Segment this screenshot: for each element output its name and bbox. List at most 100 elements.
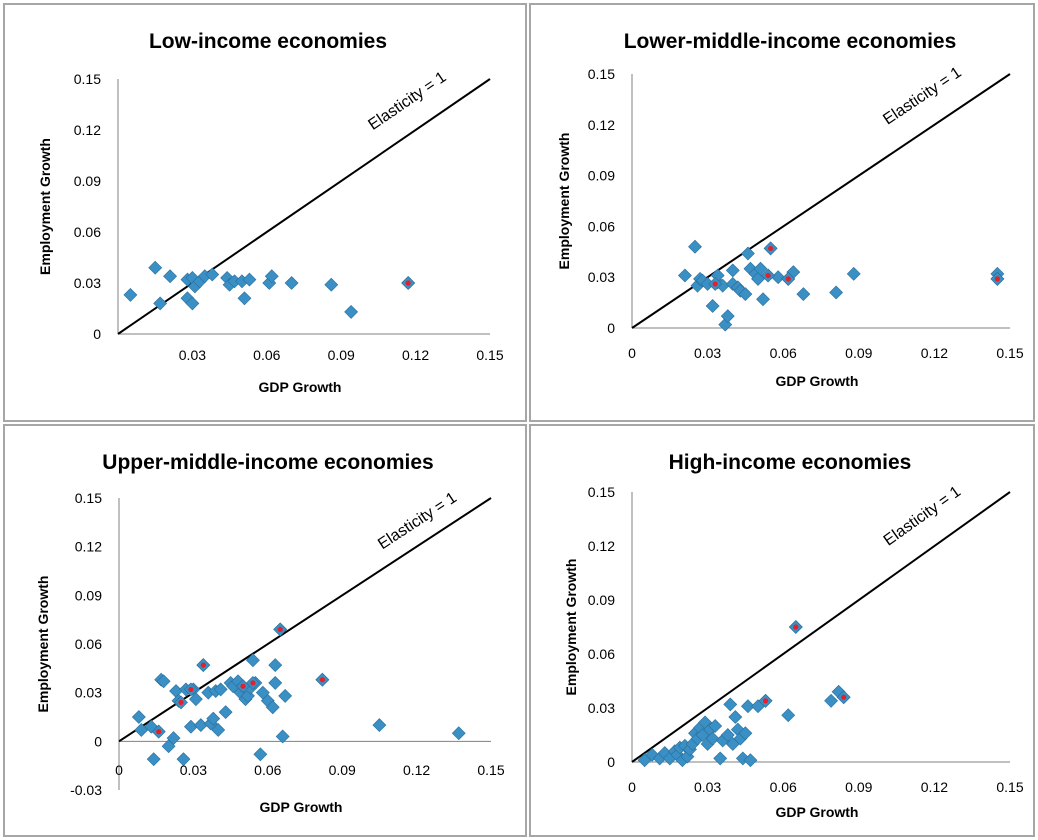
data-point	[193, 718, 208, 733]
data-point	[740, 246, 755, 261]
elasticity-line	[631, 73, 1011, 329]
highlight-marker	[405, 280, 411, 286]
data-point	[781, 708, 796, 723]
y-tick-label: -0.03	[70, 782, 102, 798]
x-tick-label: 0.15	[477, 762, 504, 778]
x-tick-label: 0.09	[328, 347, 355, 363]
data-point	[705, 299, 720, 313]
x-tick-label: 0.03	[694, 345, 721, 361]
data-point	[796, 287, 811, 302]
data-point	[753, 261, 768, 276]
x-tick-label: 0.15	[476, 347, 503, 363]
x-tick-label: 0.12	[402, 347, 429, 363]
data-point	[253, 747, 268, 762]
elasticity-line	[631, 491, 1011, 763]
y-tick-label: 0	[607, 320, 615, 336]
y-tick-label: 0.06	[75, 636, 102, 652]
chart-1	[631, 73, 1011, 332]
data-point	[237, 291, 252, 306]
x-tick-label: 0	[628, 779, 636, 795]
data-point	[242, 272, 257, 287]
data-point	[751, 271, 765, 286]
data-point	[324, 277, 339, 292]
highlight-marker	[994, 276, 1001, 282]
elasticity-label: Elasticity = 1	[880, 64, 964, 129]
chart-panel-upper-middle-income	[3, 424, 527, 837]
data-point	[720, 728, 735, 742]
chart-0	[117, 78, 491, 335]
y-tick-label: 0.15	[588, 484, 615, 500]
data-point	[688, 239, 702, 254]
y-tick-label: 0.03	[74, 275, 101, 291]
data-point	[146, 752, 161, 767]
chart-panel-high-income	[529, 424, 1035, 837]
data-point	[268, 658, 283, 673]
elasticity-label: Elasticity = 1	[881, 483, 964, 549]
highlight-marker	[793, 624, 799, 630]
y-tick-label: 0.15	[588, 66, 615, 82]
data-point	[218, 705, 233, 720]
x-tick-label: 0.06	[253, 347, 280, 363]
data-point	[188, 692, 203, 707]
data-point	[708, 719, 723, 733]
data-point	[677, 268, 692, 283]
highlight-marker	[188, 686, 194, 693]
y-tick-label: 0.09	[74, 173, 101, 189]
elasticity-line	[117, 78, 491, 335]
data-point	[211, 723, 226, 737]
data-point	[123, 287, 138, 302]
y-tick-label: 0.09	[588, 168, 615, 184]
x-tick-label: 0.03	[694, 779, 721, 795]
data-point	[268, 676, 283, 690]
y-tick-label: 0.12	[74, 122, 101, 138]
y-axis-label: Employment Growth	[563, 559, 579, 696]
data-point	[265, 700, 280, 715]
data-point	[275, 729, 290, 744]
x-tick-label: 0.09	[329, 762, 356, 778]
chart-title: Upper-middle-income economies	[102, 451, 433, 474]
y-axis-label: Employment Growth	[556, 133, 572, 270]
x-tick-label: 0.03	[180, 762, 207, 778]
chart-panel-lower-middle-income	[529, 3, 1035, 422]
y-tick-label: 0	[607, 754, 615, 770]
x-axis-label: GDP Growth	[260, 799, 343, 815]
elasticity-label: Elasticity = 1	[365, 69, 449, 134]
data-point	[720, 309, 735, 324]
x-tick-label: 0.06	[770, 779, 797, 795]
data-point	[829, 285, 844, 300]
x-tick-label: 0.15	[996, 345, 1023, 361]
data-point	[185, 296, 200, 311]
data-point	[725, 263, 740, 278]
x-tick-label: 0.03	[179, 347, 206, 363]
data-point	[205, 267, 220, 282]
x-tick-label: 0.12	[921, 779, 948, 795]
data-point	[156, 674, 171, 689]
chart-title: High-income economies	[669, 451, 912, 474]
data-point	[213, 682, 228, 697]
x-axis-label: GDP Growth	[776, 373, 859, 389]
data-point	[278, 688, 293, 703]
highlight-marker	[319, 677, 325, 683]
chart-3	[631, 491, 1011, 768]
data-point	[153, 296, 168, 311]
chart-title: Lower-middle-income economies	[624, 30, 957, 53]
x-tick-label: 0.09	[845, 779, 872, 795]
data-point	[131, 710, 146, 724]
highlight-marker	[240, 683, 246, 689]
data-point	[740, 699, 755, 714]
x-tick-label: 0.12	[403, 762, 430, 778]
highlight-marker	[277, 626, 283, 633]
y-tick-label: 0.06	[74, 224, 101, 240]
data-point	[451, 726, 466, 741]
data-point	[166, 731, 181, 746]
y-tick-label: 0.03	[588, 700, 615, 716]
data-point	[344, 304, 359, 319]
data-point	[846, 266, 861, 281]
highlight-marker	[762, 698, 769, 704]
y-tick-label: 0.12	[75, 539, 102, 555]
y-axis-label: Employment Growth	[37, 138, 53, 275]
y-tick-label: 0.15	[75, 490, 102, 506]
data-point	[284, 276, 299, 290]
data-point	[206, 711, 221, 726]
y-tick-label: 0.03	[75, 685, 102, 701]
